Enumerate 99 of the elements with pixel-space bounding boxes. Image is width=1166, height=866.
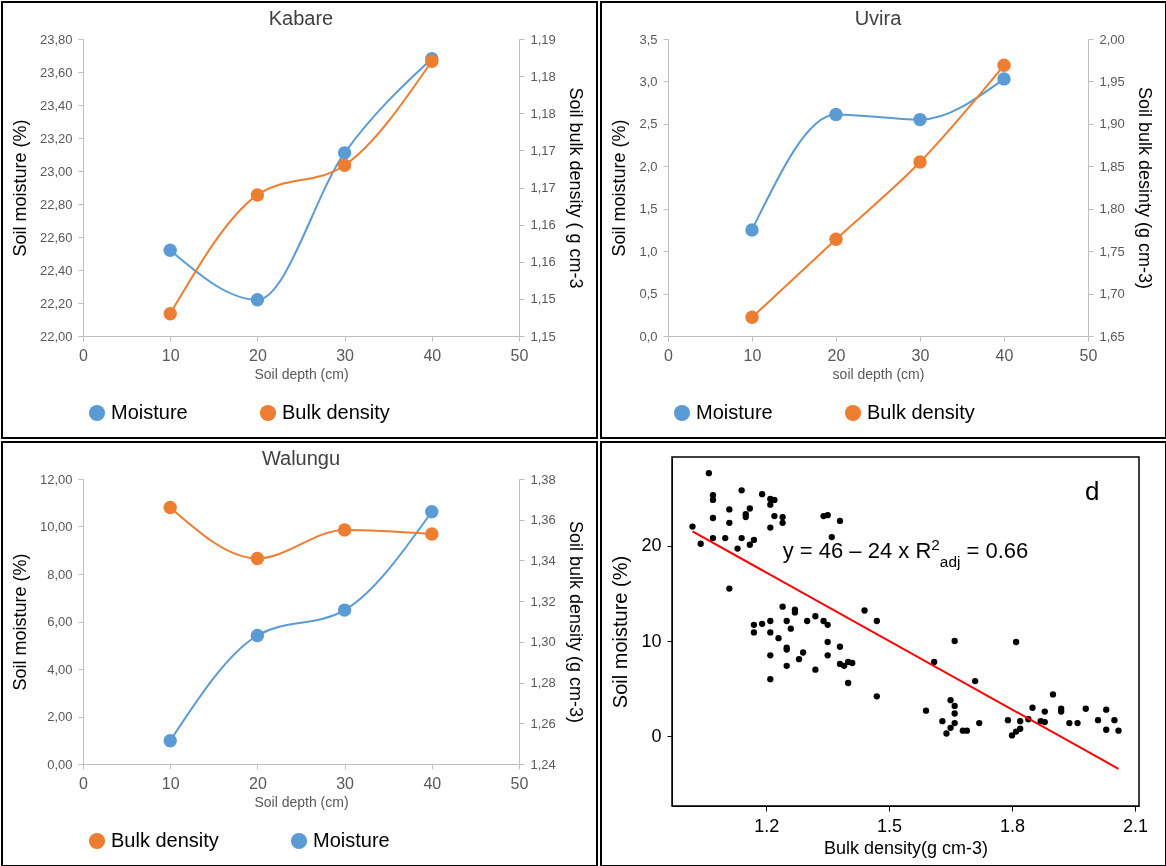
x-tick-label: 20 (249, 774, 267, 792)
y-tick-label: 23,40 (39, 97, 73, 113)
legend-label: Moisture (111, 401, 188, 423)
y-tick-label: 10,00 (39, 519, 73, 534)
x-tick-label: 20 (249, 346, 267, 364)
x-tick-label: 10 (161, 346, 180, 364)
point (745, 223, 759, 237)
x-tick-label: 40 (423, 346, 442, 364)
x-axis-title: Soil depth (cm) (254, 365, 349, 382)
y-tick-label: 23,00 (39, 163, 73, 179)
y-tick-label: 1,0 (639, 243, 658, 259)
y2-tick-label: 1,70 (1099, 286, 1125, 302)
chart-title: Kabare (268, 7, 334, 29)
annotation: y = 46 – 24 x R$^{2}$$_{adj}$ = 0.66 (782, 535, 1029, 570)
x-tick-label: 10 (161, 774, 180, 792)
point (425, 505, 439, 519)
x-tick-label: 1.8 (999, 815, 1026, 836)
y2-tick-label: 1,90 (1099, 116, 1125, 132)
x-tick-label: 50 (510, 346, 529, 364)
y2-tick-label: 1,38 (530, 471, 556, 487)
y2-tick-label: 1,26 (530, 715, 556, 731)
y-axis-title: Soil moisture (%) (9, 553, 30, 691)
y2-tick-label: 1,18 (530, 105, 556, 121)
x-tick-label: 40 (423, 774, 442, 792)
y-tick-label: 22,20 (39, 295, 73, 311)
y-tick-label: 6,00 (47, 614, 73, 629)
x-tick-label: 2.1 (1122, 815, 1148, 836)
y2-tick-label: 1,75 (1099, 243, 1125, 259)
y2-tick-label: 1,30 (530, 634, 556, 650)
y2-tick-label: 1,32 (530, 593, 556, 609)
y2-axis-title: Soil bulk desinty (g cm-3) (1134, 86, 1155, 290)
legend-label: Moisture (696, 401, 773, 423)
y2-tick-label: 1,15 (530, 328, 556, 344)
y2-tick-label: 2,00 (1099, 31, 1125, 47)
y-tick-label: 23,20 (39, 130, 73, 146)
x-axis-title: Bulk density(g cm-3) (823, 837, 989, 858)
y2-tick-label: 1,16 (530, 254, 556, 270)
y2-tick-label: 1,80 (1099, 201, 1125, 217)
y-tick-label: 3,0 (639, 73, 658, 89)
annotation: d (1085, 475, 1100, 506)
x-tick-label: 30 (336, 774, 355, 792)
y-axis-title: Soil moisture (%) (9, 119, 30, 257)
y2-tick-label: 1,17 (530, 142, 556, 158)
x-tick-label: 0 (79, 774, 89, 792)
y2-tick-label: 1,34 (530, 552, 556, 568)
y2-axis-title: Soil bulk density ( g cm-3 (565, 87, 586, 289)
y2-tick-label: 1,16 (530, 217, 556, 233)
chart-title: Walungu (261, 447, 341, 469)
y-tick-label: 23,80 (39, 31, 73, 47)
y-tick-label: 1,5 (639, 201, 658, 217)
y-tick-label: 22,80 (39, 196, 73, 212)
y-tick-label: 2,5 (639, 116, 658, 132)
y-tick-label: 4,00 (47, 661, 73, 677)
y2-tick-label: 1,28 (530, 675, 556, 691)
y2-axis-title: Soil bulk density (g cm-3) (565, 520, 586, 724)
y-tick-label: 10 (641, 630, 662, 651)
x-tick-label: 30 (336, 346, 355, 364)
y-tick-label: 0 (651, 725, 662, 746)
y-tick-label: 2,00 (47, 709, 73, 724)
y-axis-title: Soil moisture (%) (609, 119, 630, 257)
chart-title: Uvira (854, 7, 903, 29)
x-tick-label: 20 (827, 346, 846, 364)
x-tick-label: 1.5 (877, 815, 903, 836)
legend-label: Moisture (313, 829, 390, 851)
y2-tick-label: 1,36 (530, 512, 556, 528)
x-tick-label: 0 (79, 346, 89, 364)
x-tick-label: 50 (510, 774, 529, 792)
y2-tick-label: 1,24 (530, 756, 556, 772)
y-tick-label: 0,5 (639, 286, 658, 302)
legend-label: Bulk density (111, 829, 219, 851)
x-tick-label: 10 (743, 346, 762, 364)
y-tick-label: 2,0 (639, 158, 658, 174)
y2-tick-label: 1,65 (1099, 328, 1125, 344)
x-tick-label: 1.2 (754, 815, 780, 836)
y-tick-label: 23,60 (39, 64, 73, 80)
y2-tick-label: 1,18 (530, 68, 556, 84)
y-tick-label: 22,00 (39, 328, 73, 344)
y-tick-label: 8,00 (47, 566, 73, 582)
y2-tick-label: 1,17 (530, 180, 556, 195)
y2-tick-label: 1,95 (1099, 73, 1125, 89)
y-tick-label: 22,40 (39, 262, 73, 278)
x-tick-label: 30 (911, 346, 930, 364)
y-tick-label: 12,00 (39, 471, 73, 487)
y-tick-label: 22,60 (39, 229, 73, 245)
x-axis-title: soil depth (cm) (832, 365, 925, 382)
y-tick-label: 3,5 (639, 31, 658, 47)
y2-tick-label: 1,19 (530, 31, 556, 47)
x-tick-label: 50 (1079, 346, 1098, 364)
y-tick-label: 0,00 (47, 756, 73, 772)
y-axis-title: Soil moisture (%) (609, 555, 632, 709)
x-tick-label: 0 (664, 346, 674, 364)
x-axis-title: Soil depth (cm) (254, 793, 349, 810)
y2-tick-label: 1,85 (1099, 158, 1125, 174)
y-tick-label: 20 (641, 535, 662, 556)
legend-label: Bulk density (867, 401, 975, 423)
legend-label: Bulk density (282, 401, 390, 423)
y2-tick-label: 1,15 (530, 291, 556, 307)
y-tick-label: 0,0 (639, 328, 658, 344)
x-tick-label: 40 (995, 346, 1014, 364)
